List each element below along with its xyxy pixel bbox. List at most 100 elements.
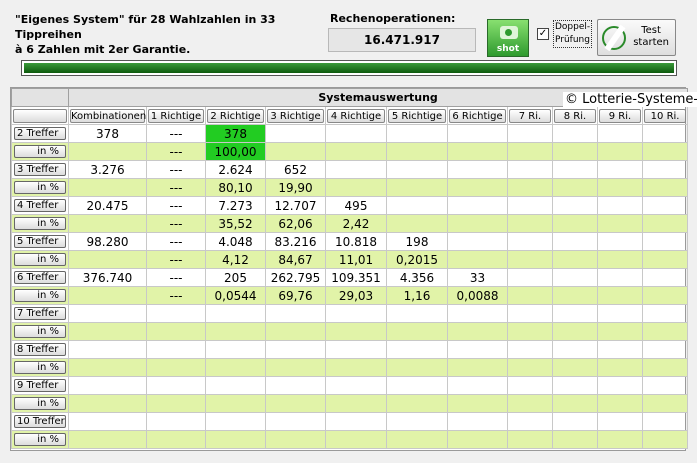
value-cell xyxy=(641,160,689,179)
column-header-button[interactable]: 10 Ri. xyxy=(644,108,687,123)
percent-cell xyxy=(641,178,689,197)
value-cell xyxy=(447,304,508,323)
column-header-button[interactable]: 4 Richtige xyxy=(327,108,385,123)
progress-fill xyxy=(24,63,674,73)
percent-cell xyxy=(507,322,553,341)
pct-label-button[interactable]: in % xyxy=(14,253,66,266)
value-cell xyxy=(552,160,598,179)
value-cell xyxy=(265,304,326,323)
percent-cell xyxy=(325,178,387,197)
pct-label-cell: in % xyxy=(11,430,69,449)
percent-cell: 2,42 xyxy=(325,214,387,233)
row-label-button[interactable]: 9 Treffer xyxy=(14,379,66,392)
value-cell xyxy=(597,412,643,431)
percent-cell xyxy=(265,322,326,341)
column-header-button[interactable]: 8 Ri. xyxy=(554,108,596,123)
percent-cell xyxy=(146,358,206,377)
row-label-button[interactable]: 7 Treffer xyxy=(14,307,66,320)
value-cell xyxy=(597,376,643,395)
pct-label-button[interactable]: in % xyxy=(14,433,66,446)
row-label-button[interactable]: 4 Treffer xyxy=(14,199,66,212)
percent-cell xyxy=(507,394,553,413)
value-cell xyxy=(641,412,689,431)
value-cell: 198 xyxy=(386,232,448,251)
percent-cell xyxy=(386,430,448,449)
percent-cell: 62,06 xyxy=(265,214,326,233)
value-cell: 205 xyxy=(205,268,266,287)
percent-cell: 29,03 xyxy=(325,286,387,305)
percent-cell xyxy=(447,142,508,161)
column-header-button[interactable]: 5 Richtige xyxy=(388,108,446,123)
test-starten-button[interactable]: Test starten xyxy=(597,19,676,56)
percent-cell xyxy=(265,430,326,449)
percent-cell xyxy=(386,322,448,341)
value-cell: 10.818 xyxy=(325,232,387,251)
column-header: 10 Ri. xyxy=(641,106,689,125)
column-header-button[interactable]: 3 Richtige xyxy=(267,108,324,123)
column-header-button[interactable]: 9 Ri. xyxy=(599,108,641,123)
column-header-button[interactable]: Kombinationen xyxy=(70,108,147,123)
row-label-button[interactable]: 2 Treffer xyxy=(14,127,66,140)
value-cell xyxy=(146,340,206,359)
percent-cell: 19,90 xyxy=(265,178,326,197)
doppel-pruefung-label[interactable]: Doppel- Prüfung xyxy=(553,20,593,48)
pct-label-button[interactable]: in % xyxy=(14,397,66,410)
row-label-button[interactable]: 10 Treffer xyxy=(14,415,66,428)
column-header: Kombinationen xyxy=(68,106,147,125)
doppel-pruefung-checkbox[interactable]: ✓ xyxy=(537,28,549,40)
percent-cell: --- xyxy=(146,142,206,161)
percent-cell: 84,67 xyxy=(265,250,326,269)
row-label-button[interactable]: 8 Treffer xyxy=(14,343,66,356)
percent-cell xyxy=(597,430,643,449)
value-cell: 20.475 xyxy=(68,196,147,215)
value-cell xyxy=(507,268,553,287)
row-label-button[interactable]: 5 Treffer xyxy=(14,235,66,248)
pct-label-button[interactable]: in % xyxy=(14,217,66,230)
value-cell: 12.707 xyxy=(265,196,326,215)
percent-cell xyxy=(641,250,689,269)
column-header-button[interactable]: 1 Richtige xyxy=(148,108,204,123)
shot-button[interactable]: shot xyxy=(487,19,529,57)
percent-cell xyxy=(552,430,598,449)
column-header-button[interactable]: 7 Ri. xyxy=(509,108,551,123)
value-cell: 33 xyxy=(447,268,508,287)
value-cell xyxy=(597,196,643,215)
corner-button[interactable] xyxy=(13,108,67,123)
value-cell: 495 xyxy=(325,196,387,215)
pct-label-button[interactable]: in % xyxy=(14,361,66,374)
percent-cell xyxy=(507,250,553,269)
pct-label-button[interactable]: in % xyxy=(14,145,66,158)
value-cell: --- xyxy=(146,268,206,287)
value-cell xyxy=(552,340,598,359)
percent-cell xyxy=(507,358,553,377)
percent-cell xyxy=(641,286,689,305)
row-label-cell: 8 Treffer xyxy=(11,340,69,359)
value-cell xyxy=(641,196,689,215)
pct-label-button[interactable]: in % xyxy=(14,289,66,302)
column-header: 4 Richtige xyxy=(325,106,387,125)
row-label-button[interactable]: 3 Treffer xyxy=(14,163,66,176)
percent-cell xyxy=(507,142,553,161)
percent-cell xyxy=(205,322,266,341)
percent-cell xyxy=(552,214,598,233)
percent-cell xyxy=(552,322,598,341)
pct-label-cell: in % xyxy=(11,394,69,413)
value-cell xyxy=(205,376,266,395)
column-header-button[interactable]: 2 Richtige xyxy=(207,108,264,123)
value-cell xyxy=(386,304,448,323)
value-cell xyxy=(447,376,508,395)
table-title: Systemauswertung xyxy=(67,88,689,107)
percent-cell xyxy=(447,250,508,269)
value-cell xyxy=(205,340,266,359)
percent-cell xyxy=(68,250,147,269)
value-cell: 83.216 xyxy=(265,232,326,251)
percent-cell xyxy=(68,430,147,449)
percent-cell: --- xyxy=(146,250,206,269)
value-cell xyxy=(641,340,689,359)
pct-label-button[interactable]: in % xyxy=(14,325,66,338)
column-header-button[interactable]: 6 Richtige xyxy=(449,108,506,123)
row-label-cell: 3 Treffer xyxy=(11,160,69,179)
percent-cell xyxy=(597,286,643,305)
pct-label-button[interactable]: in % xyxy=(14,181,66,194)
row-label-button[interactable]: 6 Treffer xyxy=(14,271,66,284)
